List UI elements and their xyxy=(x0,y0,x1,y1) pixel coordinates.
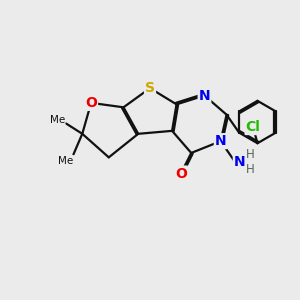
Text: Me: Me xyxy=(50,115,65,125)
Text: O: O xyxy=(85,96,97,110)
Text: N: N xyxy=(233,155,245,169)
Text: H: H xyxy=(246,163,254,176)
Text: O: O xyxy=(175,167,187,181)
Text: Cl: Cl xyxy=(246,120,260,134)
Text: Me: Me xyxy=(58,156,74,166)
Text: H: H xyxy=(246,148,254,161)
Text: S: S xyxy=(145,81,155,95)
Text: N: N xyxy=(215,134,226,148)
Text: N: N xyxy=(199,88,210,103)
